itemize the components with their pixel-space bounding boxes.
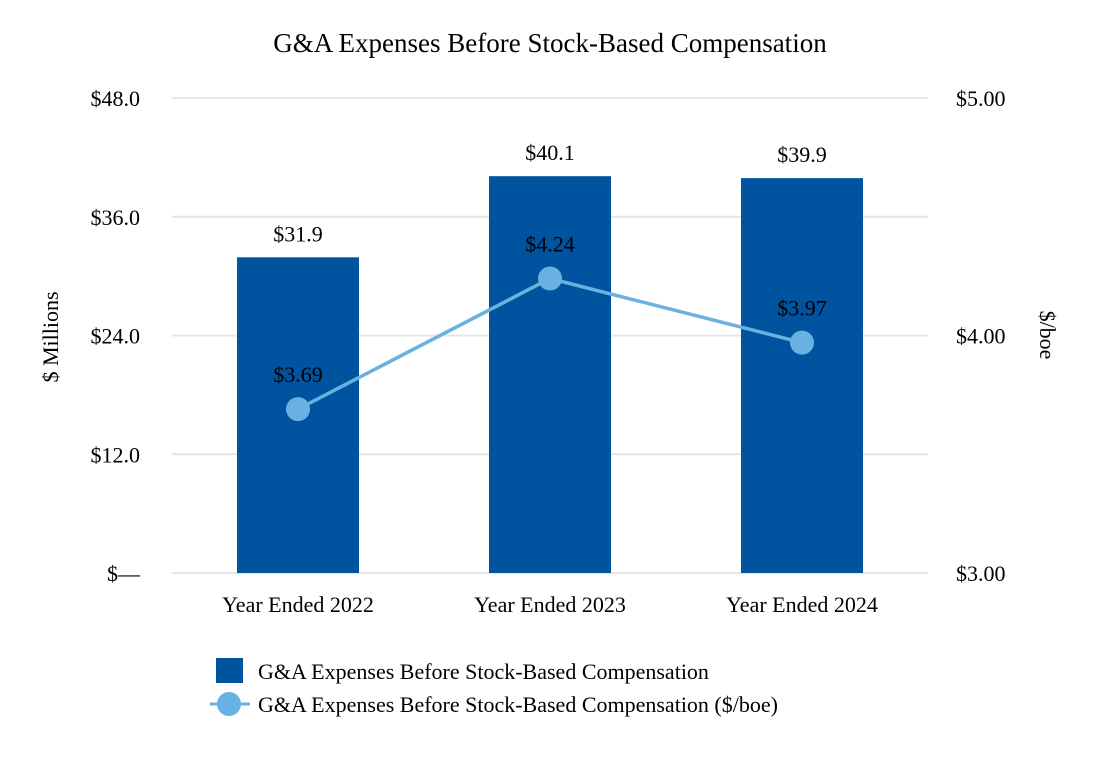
bar (741, 178, 863, 573)
category-label: Year Ended 2023 (474, 592, 626, 617)
line-point (286, 397, 310, 422)
legend-bar-label: G&A Expenses Before Stock-Based Compensa… (258, 659, 709, 684)
bar-value-label: $40.1 (525, 140, 575, 165)
right-axis-tick-label: $5.00 (956, 86, 1006, 111)
bar-value-label: $39.9 (777, 142, 827, 167)
legend-item-line: G&A Expenses Before Stock-Based Compensa… (210, 692, 778, 717)
legend: G&A Expenses Before Stock-Based Compensa… (210, 658, 778, 717)
left-axis-tick-labels: $— $12.0 $24.0 $36.0 $48.0 (91, 86, 142, 586)
category-labels: Year Ended 2022 Year Ended 2023 Year Ended… (222, 592, 878, 617)
line-point (790, 330, 814, 355)
legend-line-label: G&A Expenses Before Stock-Based Compensa… (258, 692, 778, 717)
line-value-label: $3.69 (273, 362, 323, 387)
right-axis-label: $/boe (1035, 311, 1060, 360)
bar (489, 176, 611, 574)
legend-line-marker (217, 692, 241, 716)
left-axis-label: $ Millions (38, 291, 63, 382)
line-value-label: $4.24 (525, 232, 575, 257)
right-axis-tick-label: $4.00 (956, 324, 1006, 349)
right-axis-tick-labels: $3.00 $4.00 $5.00 (956, 86, 1006, 586)
left-axis-tick-label: $48.0 (91, 86, 141, 111)
category-label: Year Ended 2024 (726, 592, 878, 617)
bar-value-labels: $31.9 $40.1 $39.9 (273, 140, 827, 246)
line-value-label: $3.97 (777, 296, 827, 321)
line-point (538, 266, 562, 291)
left-axis-tick-label: $12.0 (91, 442, 141, 467)
bar-value-label: $31.9 (273, 221, 323, 246)
chart-title: G&A Expenses Before Stock-Based Compensa… (273, 28, 827, 58)
line-series: $3.69 $4.24 $3.97 (273, 232, 827, 422)
left-axis-tick-label: $— (107, 561, 141, 586)
left-axis-tick-label: $24.0 (91, 324, 141, 349)
left-axis-tick-label: $36.0 (91, 205, 141, 230)
legend-bar-swatch (216, 658, 243, 683)
bars (237, 176, 863, 574)
right-axis-tick-label: $3.00 (956, 561, 1006, 586)
legend-item-bars: G&A Expenses Before Stock-Based Compensa… (216, 658, 709, 684)
category-label: Year Ended 2022 (222, 592, 374, 617)
